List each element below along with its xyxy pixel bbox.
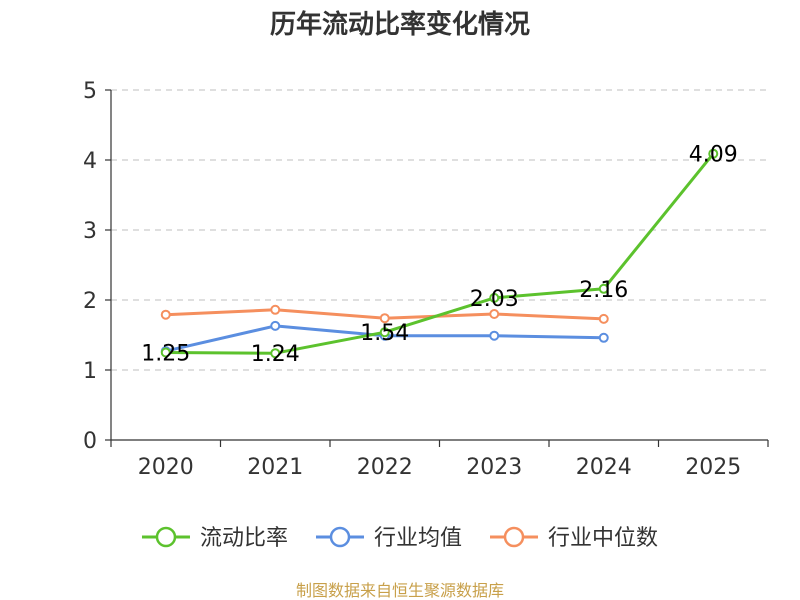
- data-point: [160, 347, 171, 358]
- y-tick-label: 1: [83, 359, 97, 384]
- y-tick-label: 0: [83, 429, 97, 454]
- data-point: [489, 330, 500, 341]
- y-tick-label: 2: [83, 289, 97, 314]
- data-point: [708, 148, 719, 159]
- data-labels: 1.25 1.24 1.54 2.03 2.16 4.09: [141, 143, 737, 368]
- y-tick-label: 4: [83, 149, 97, 174]
- legend-item: 流动比率: [141, 526, 288, 551]
- plot-series: [160, 148, 719, 359]
- x-tick-label: 2021: [247, 455, 303, 480]
- data-point: [270, 348, 281, 359]
- data-point: [598, 313, 609, 324]
- legend: 流动比率 行业均值 行业中位数: [141, 526, 658, 551]
- x-tick-label: 2024: [576, 455, 632, 480]
- y-tick-label: 3: [83, 219, 97, 244]
- data-point: [379, 313, 390, 324]
- data-label: 2.16: [579, 278, 628, 303]
- data-point: [598, 283, 609, 294]
- x-tick-label: 2020: [138, 455, 194, 480]
- legend-marker-icon: [503, 526, 525, 548]
- legend-item: 行业均值: [315, 526, 462, 551]
- data-label: 4.09: [689, 143, 738, 168]
- data-point: [489, 292, 500, 303]
- chart-title: 历年流动比率变化情况: [270, 9, 530, 40]
- data-point: [379, 327, 390, 338]
- x-tick-label: 2022: [357, 455, 413, 480]
- data-label: 1.25: [141, 342, 190, 367]
- data-point: [598, 332, 609, 343]
- x-tick-label: 2025: [685, 455, 741, 480]
- series-line: [165, 152, 715, 355]
- y-tick-label: 5: [83, 79, 97, 104]
- data-point: [160, 309, 171, 320]
- grid-lines: [111, 89, 768, 371]
- legend-label: 行业均值: [374, 526, 462, 551]
- legend-label: 流动比率: [200, 526, 288, 551]
- axes: 0 1 2 3 4 5 2020 2021 2022 2023 2024 2025: [83, 79, 769, 480]
- data-label: 1.54: [360, 321, 409, 346]
- x-tick-label: 2023: [466, 455, 522, 480]
- data-label: 1.24: [251, 342, 300, 367]
- legend-label: 行业中位数: [548, 526, 658, 551]
- data-point: [270, 304, 281, 315]
- data-point: [270, 320, 281, 331]
- source-note: 制图数据来自恒生聚源数据库: [296, 581, 504, 600]
- legend-marker-icon: [329, 526, 351, 548]
- data-point: [489, 309, 500, 319]
- legend-item: 行业中位数: [490, 526, 658, 551]
- data-label: 2.03: [470, 287, 519, 312]
- legend-marker-icon: [155, 526, 177, 548]
